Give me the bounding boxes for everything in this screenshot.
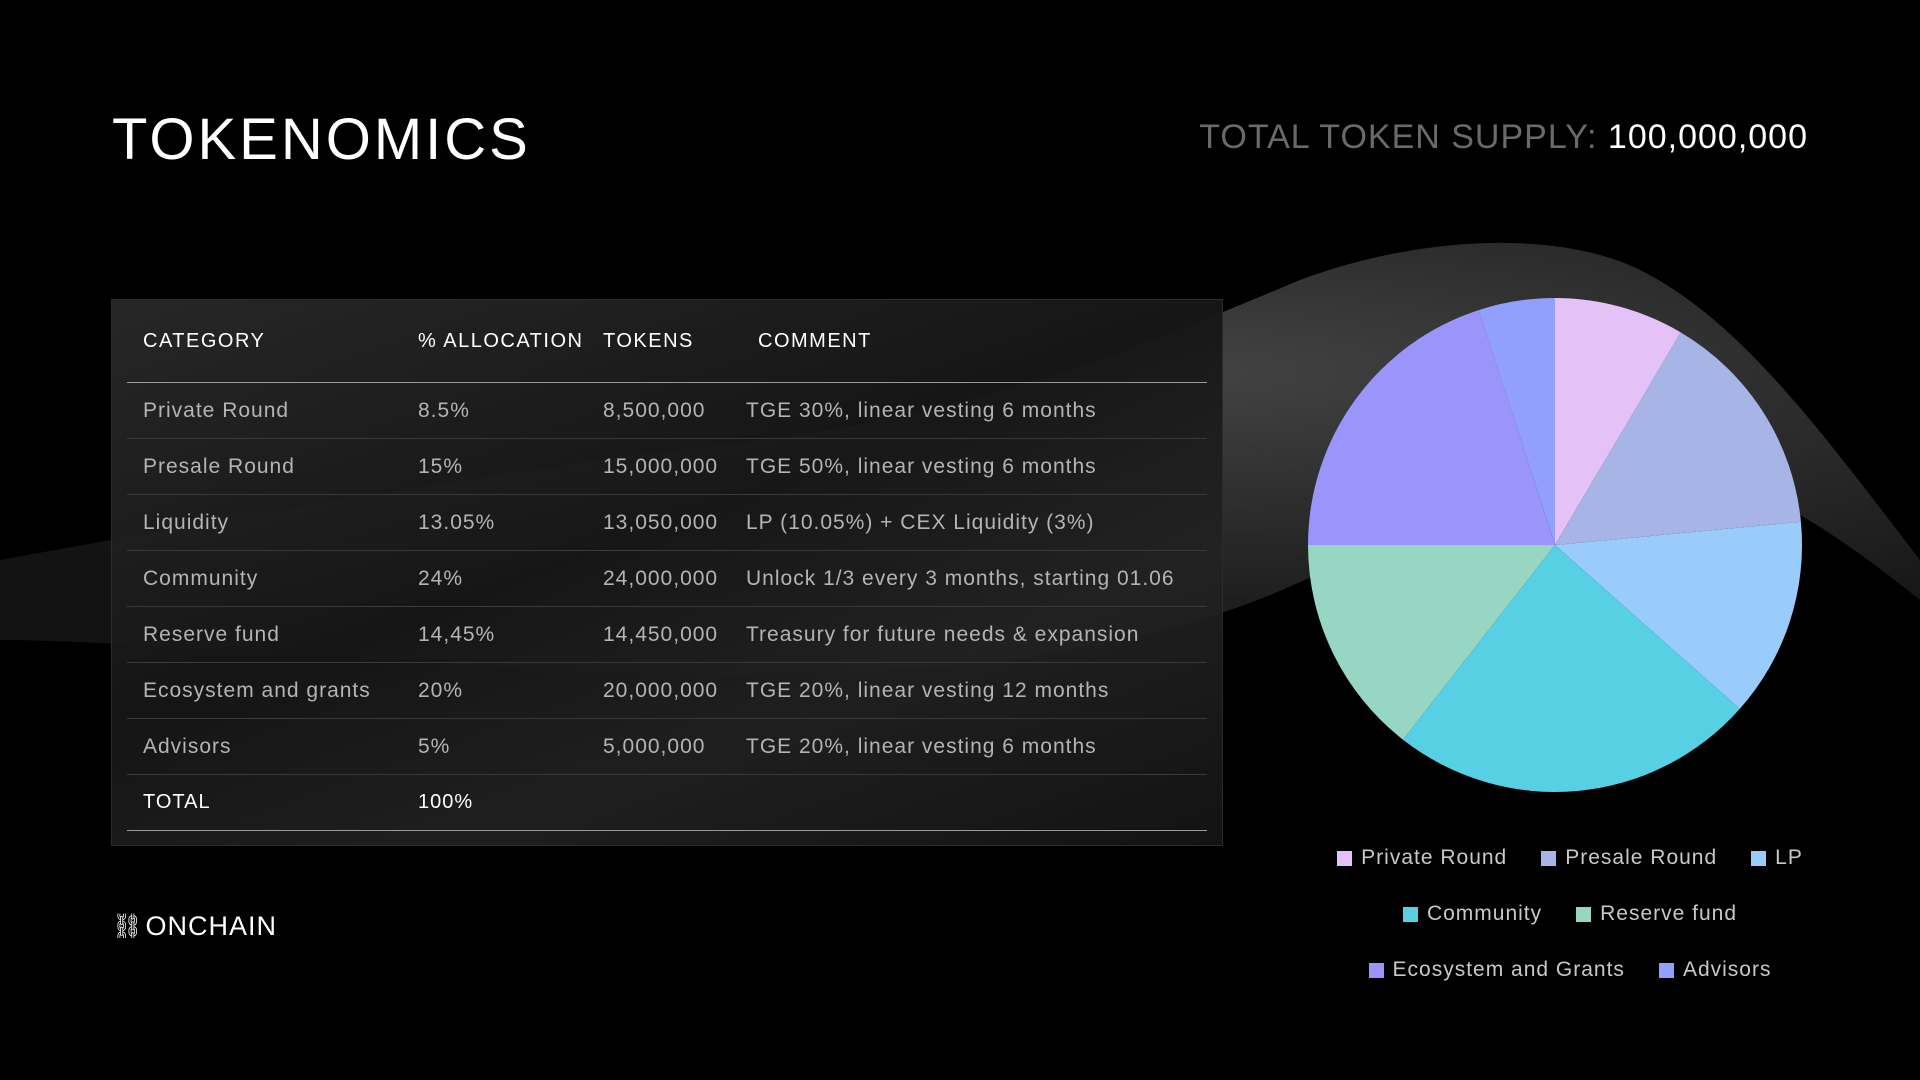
legend-item: Private Round (1337, 846, 1507, 870)
legend-item: Presale Round (1541, 846, 1717, 870)
total-allocation: 100% (402, 774, 587, 831)
cell-category: Liquidity (127, 494, 402, 551)
legend-item: LP (1751, 846, 1803, 870)
cell-allocation: 20% (402, 662, 587, 719)
legend-label: Ecosystem and Grants (1392, 958, 1625, 981)
legend-swatch (1368, 962, 1384, 978)
legend-label: LP (1775, 846, 1803, 869)
legend-label: Advisors (1682, 958, 1772, 981)
cell-tokens: 24,000,000 (587, 550, 736, 607)
legend-swatch (1658, 962, 1674, 978)
cell-category: Reserve fund (127, 606, 402, 663)
pie-slice-presale-round (1555, 332, 1801, 545)
table-row: Ecosystem and grants 20% 20,000,000 TGE … (127, 662, 1207, 719)
legend-swatch (1541, 850, 1557, 866)
pie-slice-lp (1555, 521, 1802, 709)
total-supply: TOTAL TOKEN SUPPLY: 100,000,000 (1199, 118, 1808, 157)
total-supply-label: TOTAL TOKEN SUPPLY: (1199, 118, 1598, 156)
cell-allocation: 24% (402, 550, 587, 607)
total-tokens-empty (587, 774, 736, 831)
cell-comment: TGE 30%, linear vesting 6 months (736, 382, 1207, 439)
cell-tokens: 5,000,000 (587, 718, 736, 775)
cell-comment: Unlock 1/3 every 3 months, starting 01.0… (736, 550, 1207, 607)
legend-row: Ecosystem and Grants Advisors (1290, 942, 1850, 998)
column-header-comment: COMMENT (736, 300, 1207, 383)
cell-tokens: 20,000,000 (587, 662, 736, 719)
column-header-allocation: % ALLOCATION (402, 300, 587, 383)
cell-allocation: 15% (402, 438, 587, 495)
cell-tokens: 13,050,000 (587, 494, 736, 551)
cell-allocation: 13.05% (402, 494, 587, 551)
table-row: Advisors 5% 5,000,000 TGE 20%, linear ve… (127, 718, 1207, 775)
chart-legend: Private Round Presale Round LP Community Res… (1290, 830, 1850, 998)
cell-allocation: 8.5% (402, 382, 587, 439)
legend-label: Community (1426, 902, 1543, 925)
table-row: Reserve fund 14,45% 14,450,000 Treasury … (127, 606, 1207, 663)
table-row: Liquidity 13.05% 13,050,000 LP (10.05%) … (127, 494, 1207, 551)
cell-tokens: 15,000,000 (587, 438, 736, 495)
cell-category: Advisors (127, 718, 402, 775)
column-header-tokens: TOKENS (587, 300, 736, 383)
column-header-category: CATEGORY (127, 300, 402, 383)
legend-row: Community Reserve fund (1290, 886, 1850, 942)
pie-slice-reserve-fund (1308, 545, 1555, 740)
cell-tokens: 14,450,000 (587, 606, 736, 663)
pie-slices (1308, 298, 1802, 792)
cell-comment: LP (10.05%) + CEX Liquidity (3%) (736, 494, 1207, 551)
legend-row: Private Round Presale Round LP (1290, 830, 1850, 886)
pie-slice-advisors (1478, 298, 1555, 545)
table-row: Private Round 8.5% 8,500,000 TGE 30%, li… (127, 382, 1207, 439)
legend-item: Community (1402, 902, 1543, 926)
cell-category: Private Round (127, 382, 402, 439)
cell-category: Presale Round (127, 438, 402, 495)
cell-category: Community (127, 550, 402, 607)
legend-label: Private Round (1361, 846, 1508, 869)
table-row: Presale Round 15% 15,000,000 TGE 50%, li… (127, 438, 1207, 495)
tokenomics-table: CATEGORY % ALLOCATION TOKENS COMMENT Pri… (127, 300, 1207, 831)
legend-item: Advisors (1658, 958, 1772, 982)
legend-swatch (1751, 850, 1767, 866)
table-row: Community 24% 24,000,000 Unlock 1/3 ever… (127, 550, 1207, 607)
pie-slice-ecosystem-and-grants (1308, 310, 1555, 545)
cell-comment: TGE 50%, linear vesting 6 months (736, 438, 1207, 495)
legend-swatch (1402, 906, 1418, 922)
legend-item: Ecosystem and Grants (1368, 958, 1625, 982)
page-title: TOKENOMICS (112, 107, 531, 172)
cell-comment: TGE 20%, linear vesting 6 months (736, 718, 1207, 775)
tokenomics-table-panel: CATEGORY % ALLOCATION TOKENS COMMENT Pri… (111, 299, 1223, 846)
pie-slice-community (1403, 545, 1740, 792)
cell-comment: Treasury for future needs & expansion (736, 606, 1207, 663)
cell-allocation: 5% (402, 718, 587, 775)
cell-tokens: 8,500,000 (587, 382, 736, 439)
onchain-logo: ⛓ ONCHAIN (112, 911, 277, 942)
cell-comment: TGE 20%, linear vesting 12 months (736, 662, 1207, 719)
total-supply-value: 100,000,000 (1607, 118, 1808, 156)
chain-link-icon: ⛓ (112, 913, 144, 940)
logo-text: ONCHAIN (145, 911, 277, 941)
legend-swatch (1337, 850, 1353, 866)
legend-label: Presale Round (1565, 846, 1718, 869)
table-total-row: TOTAL 100% (127, 774, 1207, 831)
legend-swatch (1576, 906, 1592, 922)
table-header-row: CATEGORY % ALLOCATION TOKENS COMMENT (127, 300, 1207, 383)
total-label: TOTAL (127, 774, 402, 831)
legend-item: Reserve fund (1576, 902, 1737, 926)
legend-label: Reserve fund (1600, 902, 1738, 925)
cell-allocation: 14,45% (402, 606, 587, 663)
pie-slice-private-round (1555, 298, 1681, 545)
cell-category: Ecosystem and grants (127, 662, 402, 719)
total-comment-empty (736, 774, 1207, 831)
